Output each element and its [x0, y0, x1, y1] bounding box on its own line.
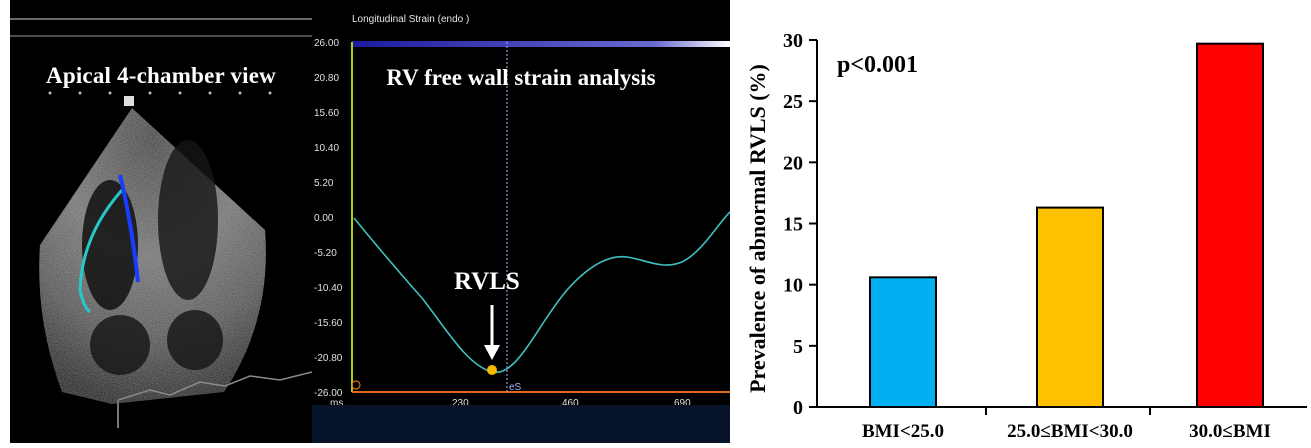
- strain-y-tick-label: 26.00: [314, 38, 339, 49]
- rvls-arrow-head: [484, 345, 500, 360]
- strain-origin-marker: [351, 380, 361, 390]
- bar-chart: 0 5 10 15 20 25 30 Prevalence of abnormal RVLS …: [745, 30, 1307, 442]
- bar-3: [1196, 42, 1264, 408]
- strain-header: Longitudinal Strain (endo ): [352, 14, 470, 25]
- strain-y-tick-label: -10.40: [314, 283, 343, 294]
- strain-y-tick-label: -5.20: [314, 248, 337, 259]
- strain-x-tick-label: ms.: [330, 398, 346, 409]
- strain-top-band: [352, 41, 730, 47]
- end-systole-label: eS: [509, 382, 522, 393]
- y-tick-label: 10: [783, 275, 803, 297]
- strain-x-tick-label: 230: [452, 398, 469, 409]
- strain-y-tick-label: -20.80: [314, 353, 343, 364]
- p-value-annotation: p<0.001: [837, 52, 918, 78]
- x-tick-label: BMI<25.0: [862, 421, 944, 442]
- strain-curve-panel: 26.00 20.80 15.60 10.40 5.20 0.00 -5.20 -10.40 -…: [312, 0, 730, 443]
- y-tick-label: 15: [783, 214, 803, 236]
- strain-y-tick-label: 15.60: [314, 108, 339, 119]
- strain-plot: 26.00 20.80 15.60 10.40 5.20 0.00 -5.20 -10.40 -…: [312, 38, 730, 443]
- strain-y-tick-label: 5.20: [314, 178, 334, 189]
- bar-1: [869, 276, 937, 408]
- strain-y-tick-label: 10.40: [314, 143, 339, 154]
- strain-x-tick-label: 460: [562, 398, 579, 409]
- y-tick-label: 25: [783, 91, 803, 113]
- strain-y-tick-label: -15.60: [314, 318, 343, 329]
- bar-2: [1036, 206, 1104, 408]
- strain-title: RV free wall strain analysis: [386, 65, 656, 90]
- y-axis-label: Prevalence of abnormal RVLS (%): [745, 64, 770, 393]
- echo-view-label: Apical 4-chamber view: [46, 63, 276, 88]
- bar-chart-panel: 0 5 10 15 20 25 30 Prevalence of abnormal RVLS …: [735, 0, 1311, 443]
- rvls-peak-marker: [487, 365, 497, 375]
- strain-bottom-strip: [312, 405, 730, 443]
- y-tick-label: 5: [793, 336, 803, 358]
- y-tick-label: 20: [783, 152, 803, 174]
- echo-image-panel: Apical 4-chamber view: [10, 0, 312, 443]
- y-tick-label: 0: [793, 397, 803, 419]
- strain-curve: [353, 211, 730, 374]
- strain-y-tick-label: 0.00: [314, 213, 334, 224]
- x-tick-label: 30.0≤BMI: [1189, 421, 1271, 442]
- strain-y-tick-label: -26.00: [314, 388, 343, 399]
- echo-sector-image: [10, 18, 312, 428]
- strain-y-tick-label: 20.80: [314, 73, 339, 84]
- strain-x-tick-label: 690: [674, 398, 691, 409]
- y-tick-label: 30: [783, 30, 803, 52]
- rvls-annotation: RVLS: [454, 268, 520, 295]
- x-tick-label: 25.0≤BMI<30.0: [1007, 421, 1133, 442]
